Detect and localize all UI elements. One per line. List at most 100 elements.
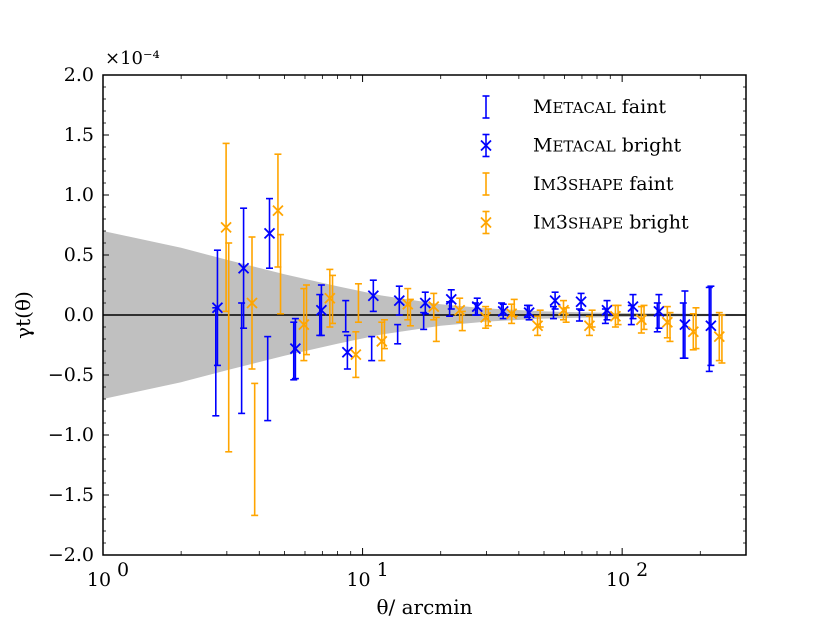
x-marker: [272, 204, 284, 217]
x-marker: [428, 300, 440, 313]
data-point: [211, 249, 224, 367]
legend-label-part: SHAPE: [568, 215, 623, 233]
x-marker: [661, 316, 673, 328]
legend-label-part: M: [541, 215, 556, 233]
x-marker: [549, 294, 561, 307]
data-point: [402, 287, 414, 321]
x-marker: [575, 296, 587, 308]
data-point: [376, 321, 388, 362]
legend-label-part: M: [533, 135, 552, 157]
data-point: [324, 268, 336, 328]
legend-label-part: faint: [623, 173, 674, 195]
x-tick-exponent: 0: [117, 559, 129, 581]
data-point: [505, 303, 518, 325]
x-marker: [557, 304, 570, 316]
y-tick-label: 1.5: [64, 124, 94, 146]
x-marker: [220, 221, 232, 234]
x-marker: [627, 300, 639, 313]
x-marker: [635, 314, 648, 326]
x-marker: [583, 320, 596, 332]
x-marker: [471, 300, 483, 313]
y-tick-label: −2.0: [48, 544, 94, 566]
x-marker: [298, 318, 310, 331]
x-marker: [350, 348, 362, 361]
data-point: [635, 305, 648, 334]
data-point: [342, 299, 350, 333]
legend-label: IM3SHAPE faint: [533, 173, 674, 195]
data-point: [315, 284, 328, 337]
y-tick-label: −0.5: [48, 364, 94, 386]
data-point: [298, 287, 310, 362]
data-point: [549, 291, 561, 310]
y-multiplier: ×10⁻⁴: [105, 48, 160, 69]
legend-x-marker: [480, 216, 492, 229]
x-tick-exponent: 1: [377, 559, 389, 581]
data-point: [705, 285, 717, 367]
x-marker: [237, 262, 250, 274]
x-marker: [653, 305, 665, 318]
x-marker: [419, 297, 431, 309]
x-marker: [687, 326, 699, 338]
data-point: [609, 304, 622, 328]
data-point: [220, 142, 232, 313]
data-point: [246, 236, 258, 370]
legend-label-part: 3: [556, 212, 568, 234]
data-layer: [211, 142, 726, 517]
legend-label-part: bright: [616, 135, 682, 157]
x-marker: [679, 318, 691, 331]
data-point: [272, 153, 284, 268]
data-point: [523, 304, 535, 321]
x-marker: [705, 320, 717, 332]
legend-label-part: SHAPE: [568, 176, 623, 194]
ticks-layer: [102, 74, 747, 556]
y-axis-label: γt(θ): [11, 291, 35, 339]
data-point: [350, 330, 362, 379]
data-point: [679, 290, 691, 360]
legend-item: METACAL faint: [482, 95, 667, 119]
x-marker: [315, 304, 328, 316]
legend-x-marker: [480, 139, 492, 152]
x-tick-exponent: 2: [636, 559, 648, 581]
legend-label-part: M: [541, 176, 556, 194]
legend-item: IM3SHAPE bright: [480, 210, 689, 235]
series-metacal-bright: [211, 197, 717, 380]
legend-label: METACAL bright: [533, 135, 681, 157]
data-point: [713, 311, 725, 362]
legend-label-part: faint: [616, 96, 667, 118]
data-point: [531, 315, 544, 337]
legend-item: IM3SHAPE faint: [482, 172, 674, 196]
legend-label: IM3SHAPE bright: [533, 212, 689, 234]
data-point: [454, 297, 466, 324]
x-marker: [445, 293, 457, 306]
legend-label-part: bright: [623, 212, 689, 234]
y-tick-label: 2.0: [64, 64, 94, 86]
data-point: [557, 299, 570, 321]
data-point: [367, 279, 379, 313]
y-tick-label: 1.0: [64, 184, 94, 206]
x-axis-label: θ/ arcmin: [376, 595, 472, 619]
x-marker: [393, 294, 405, 307]
labels-layer: −2.0 −1.5 −1.0 −0.5 0.0 0.5 1.0 1.5 2.0 10 0 10 1 10 2…: [11, 48, 648, 619]
legend-label-part: M: [533, 96, 552, 118]
x-marker: [211, 302, 224, 314]
legend-label-part: ETACAL: [552, 99, 615, 117]
data-point: [251, 382, 259, 517]
data-point: [497, 303, 509, 320]
x-marker: [531, 320, 544, 332]
data-point: [583, 315, 596, 337]
data-point: [354, 282, 362, 324]
x-marker: [713, 330, 725, 343]
data-point: [341, 334, 354, 370]
x-marker: [609, 310, 622, 322]
x-marker: [601, 304, 613, 316]
data-point: [394, 323, 402, 345]
x-marker: [479, 311, 492, 324]
x-marker: [523, 306, 535, 319]
x-marker: [376, 335, 388, 348]
x-marker: [341, 346, 354, 358]
x-tick-label: 10: [606, 569, 630, 591]
data-point: [601, 299, 613, 321]
x-marker: [454, 304, 466, 316]
